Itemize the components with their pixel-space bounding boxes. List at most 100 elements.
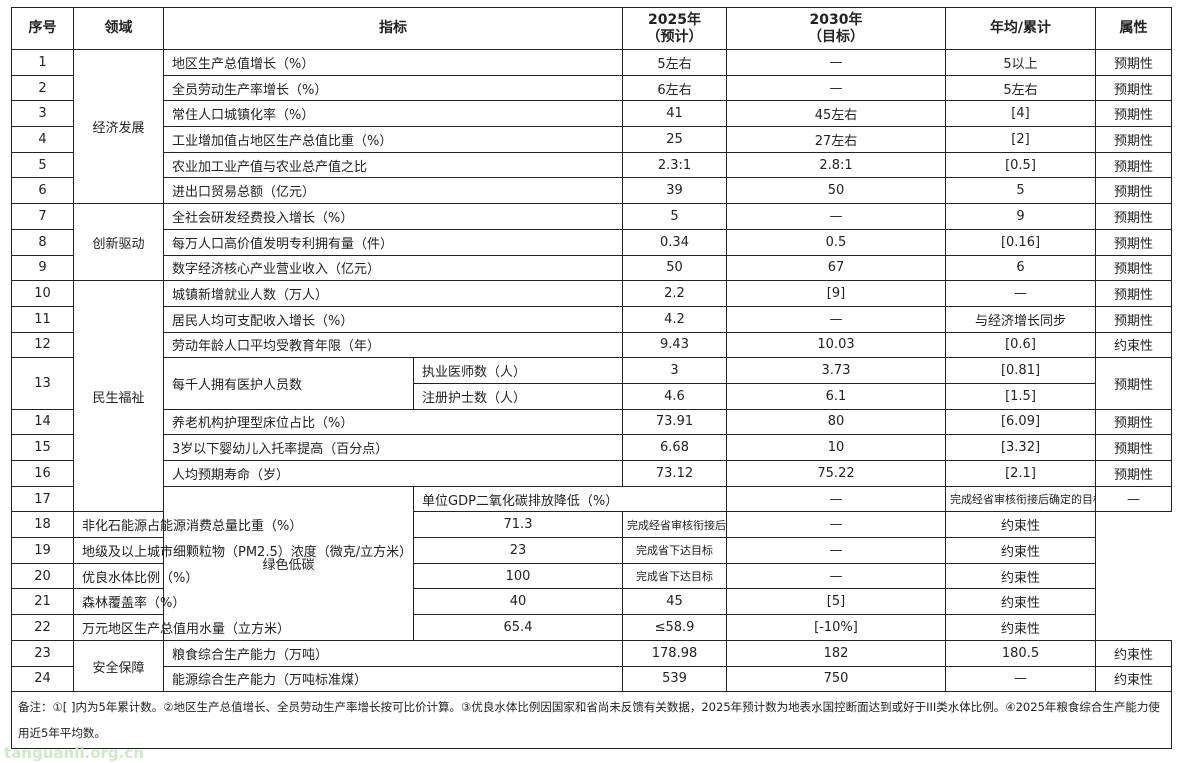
table-row: 3 常住人口城镇化率（%） 41 45左右 [4] 预期性 <box>11 100 1172 128</box>
table-row: 6 进出口贸易总额（亿元） 39 50 5 预期性 <box>11 177 1172 205</box>
value-cell: 0.5 <box>726 228 946 256</box>
table-row: 20 优良水体比例（%） 100 完成省下达目标 — 约束性 <box>11 562 1172 590</box>
value-cell: [1.5] <box>945 382 1096 410</box>
row-number: 10 <box>11 280 74 307</box>
domain-cell: 安全保障 <box>73 639 164 693</box>
column-header: 2030年 （目标） <box>726 7 946 50</box>
row-number: 14 <box>11 408 74 436</box>
table-row: 11 居民人均可支配收入增长（%） 4.2— 与经济增长同步 预期性 <box>11 305 1172 333</box>
value-cell: 45左右 <box>726 100 946 128</box>
row-number: 8 <box>11 228 74 256</box>
row-number: 16 <box>11 460 74 487</box>
value-cell: — <box>1095 485 1172 513</box>
value-cell: [6.09] <box>945 408 1096 436</box>
value-cell: 完成经省审核衔接后确定的目标 <box>945 485 1096 513</box>
value-cell: 6.68 <box>622 434 727 461</box>
value-cell: 27左右 <box>726 126 946 153</box>
indicator-cell: 非化石能源占能源消费总量比重（%） <box>73 511 414 539</box>
indicator-cell: 工业增加值占地区生产总值比重（%） <box>163 126 623 153</box>
value-cell: 6左右 <box>622 74 727 102</box>
attribute-cell: 预期性 <box>1095 408 1172 436</box>
indicator-cell: 城镇新增就业人数（万人） <box>163 280 623 307</box>
value-cell: ≤58.9 <box>622 614 727 641</box>
value-cell: — <box>726 485 946 513</box>
value-cell: [3.32] <box>945 434 1096 461</box>
value-cell: 41 <box>622 100 727 128</box>
indicator-cell: 常住人口城镇化率（%） <box>163 100 623 128</box>
value-cell: — <box>726 49 946 76</box>
attribute-cell: 预期性 <box>1095 254 1172 282</box>
value-cell: — <box>726 562 946 590</box>
value-cell: [0.81] <box>945 357 1096 384</box>
value-cell: — <box>945 665 1096 693</box>
attribute-cell: 预期性 <box>1095 434 1172 461</box>
row-number: 17 <box>11 485 74 513</box>
value-cell: [0.6] <box>945 331 1096 359</box>
value-cell: 6.1 <box>726 382 946 410</box>
value-cell: [4] <box>945 100 1096 128</box>
table-row: 10 民生福祉 城镇新增就业人数（万人） 2.2 [9] — 预期性 <box>11 280 1172 513</box>
value-cell: 23 <box>413 537 623 564</box>
row-number: 22 <box>11 614 74 641</box>
attribute-cell: 约束性 <box>1095 639 1172 667</box>
row-number: 21 <box>11 588 74 616</box>
domain-cell: 经济发展 <box>73 48 164 205</box>
attribute-cell: 预期性 <box>1095 126 1172 153</box>
value-cell: 73.12 <box>622 460 727 487</box>
attribute-cell: 约束性 <box>945 614 1096 641</box>
value-cell: 0.34 <box>622 228 727 256</box>
value-cell: 5以上 <box>945 49 1096 76</box>
indicator-cell: 居民人均可支配收入增长（%） <box>163 305 623 333</box>
row-number: 11 <box>11 305 74 333</box>
table-row: 15 3岁以下婴幼儿入托率提高（百分点） 6.68 10 [3.32] 预期性 <box>11 434 1172 461</box>
row-number: 1 <box>11 49 74 76</box>
value-cell: 67 <box>726 254 946 282</box>
table-row: 24 能源综合生产能力（万吨标准煤） 539 750— 约束性 <box>11 665 1172 693</box>
table-row: 7 创新驱动 全社会研发经费投入增长（%） 5—9 预期性 <box>11 203 1172 282</box>
value-cell: — <box>726 203 946 230</box>
value-cell: [0.5] <box>945 151 1096 179</box>
column-header: 年均/累计 <box>945 7 1096 50</box>
value-cell: 73.91 <box>622 408 727 436</box>
table-row: 17绿色低碳单位GDP二氧化碳排放降低（%）—完成经省审核衔接后确定的目标—约束… <box>11 485 1172 641</box>
indicator-cell: 劳动年龄人口平均受教育年限（年） <box>163 331 623 359</box>
value-cell: 6 <box>945 254 1096 282</box>
attribute-cell: 约束性 <box>945 588 1096 616</box>
attribute-cell: 预期性 <box>1095 203 1172 230</box>
value-cell: [9] <box>726 280 946 307</box>
value-cell: [5] <box>726 588 946 616</box>
value-cell: 9.43 <box>622 331 727 359</box>
value-cell: 39 <box>622 177 727 205</box>
value-cell: — <box>726 74 946 102</box>
value-cell: 71.3 <box>413 511 623 539</box>
row-number: 7 <box>11 203 74 230</box>
indicator-cell: 万元地区生产总值用水量（立方米） <box>73 614 414 641</box>
header-row: 序号 领域 指标 2025年 （预计） 2030年 （目标） 年均/累计 属性 <box>11 7 1172 50</box>
sub-indicator-cell: 注册护士数（人） <box>413 382 623 410</box>
value-cell: 5 <box>945 177 1096 205</box>
attribute-cell: 预期性 <box>1095 49 1172 76</box>
row-number: 24 <box>11 665 74 693</box>
value-cell: 75.22 <box>726 460 946 487</box>
value-cell: 40 <box>413 588 623 616</box>
value-cell: 完成省下达目标 <box>622 537 727 564</box>
indicator-cell: 单位GDP二氧化碳排放降低（%） <box>413 485 727 513</box>
row-number: 13 <box>11 357 74 410</box>
value-cell: 5左右 <box>622 49 727 76</box>
attribute-cell: 预期性 <box>1095 100 1172 128</box>
watermark: tanguanli.org.cn <box>4 744 144 762</box>
table-row: 4 工业增加值占地区生产总值比重（%） 25 27左右 [2] 预期性 <box>11 126 1172 153</box>
footnote: 备注：①[ ]内为5年累计数。②地区生产总值增长、全员劳动生产率增长按可比价计算… <box>11 691 1172 750</box>
value-cell: 5左右 <box>945 74 1096 102</box>
value-cell: — <box>726 305 946 333</box>
attribute-cell: 预期性 <box>1095 177 1172 205</box>
row-number: 23 <box>11 639 74 667</box>
row-number: 4 <box>11 126 74 153</box>
indicator-cell: 优良水体比例（%） <box>73 562 414 590</box>
value-cell: 45 <box>622 588 727 616</box>
value-cell: 完成省下达目标 <box>622 562 727 590</box>
table-row: 23 安全保障 粮食综合生产能力（万吨） 178.98 182 180.5 约束性 <box>11 639 1172 693</box>
value-cell: [0.16] <box>945 228 1096 256</box>
domain-cell: 创新驱动 <box>73 203 164 282</box>
value-cell: 4.2 <box>622 305 727 333</box>
